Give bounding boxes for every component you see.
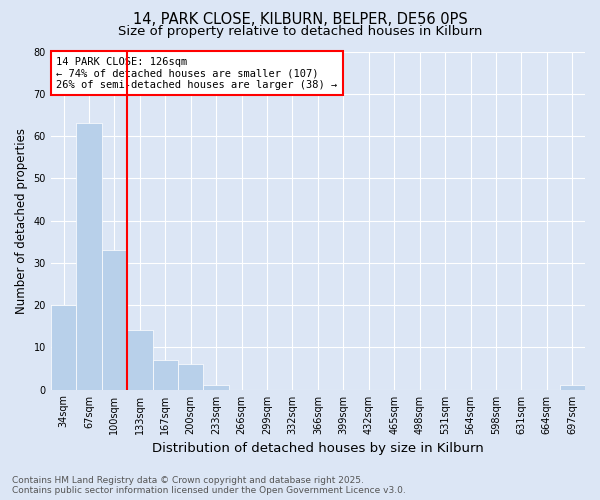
Bar [178, 364, 203, 390]
Text: Contains HM Land Registry data © Crown copyright and database right 2025.
Contai: Contains HM Land Registry data © Crown c… [12, 476, 406, 495]
Bar [560, 386, 585, 390]
X-axis label: Distribution of detached houses by size in Kilburn: Distribution of detached houses by size … [152, 442, 484, 455]
Text: Size of property relative to detached houses in Kilburn: Size of property relative to detached ho… [118, 25, 482, 38]
Text: 14, PARK CLOSE, KILBURN, BELPER, DE56 0PS: 14, PARK CLOSE, KILBURN, BELPER, DE56 0P… [133, 12, 467, 28]
Bar [101, 250, 127, 390]
Bar [203, 386, 229, 390]
Bar [152, 360, 178, 390]
Y-axis label: Number of detached properties: Number of detached properties [15, 128, 28, 314]
Bar [51, 305, 76, 390]
Text: 14 PARK CLOSE: 126sqm
← 74% of detached houses are smaller (107)
26% of semi-det: 14 PARK CLOSE: 126sqm ← 74% of detached … [56, 56, 337, 90]
Bar [76, 124, 101, 390]
Bar [127, 330, 152, 390]
